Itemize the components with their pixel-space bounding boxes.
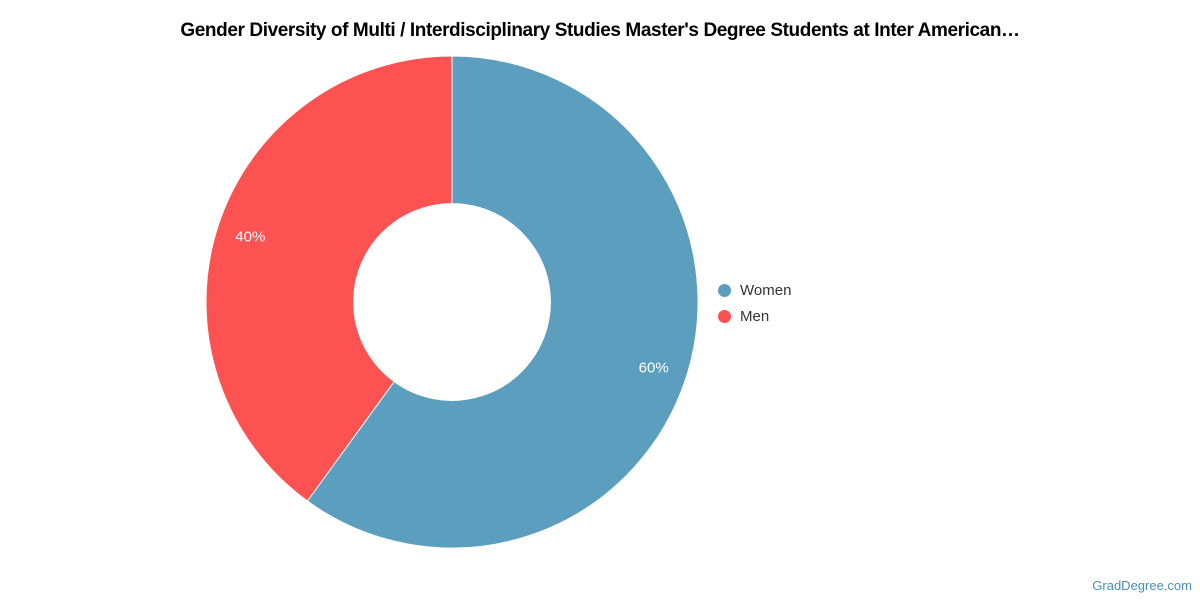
chart-title: Gender Diversity of Multi / Interdiscipl… <box>180 20 1020 41</box>
legend-marker-icon <box>718 283 731 297</box>
legend-item-label: Men <box>740 307 770 325</box>
watermark-link[interactable]: GradDegree.com <box>1092 578 1192 593</box>
chart-legend: Women Men <box>718 279 791 327</box>
slice-label-women: 60% <box>639 360 669 377</box>
legend-marker-icon <box>718 309 731 323</box>
legend-item-women[interactable]: Women <box>718 279 791 301</box>
slice-label-men: 40% <box>235 228 265 245</box>
legend-item-label: Women <box>740 281 792 299</box>
legend-item-men[interactable]: Men <box>718 305 791 327</box>
pie-slice-women[interactable] <box>306 55 699 549</box>
pie-slice-men[interactable] <box>205 55 453 502</box>
